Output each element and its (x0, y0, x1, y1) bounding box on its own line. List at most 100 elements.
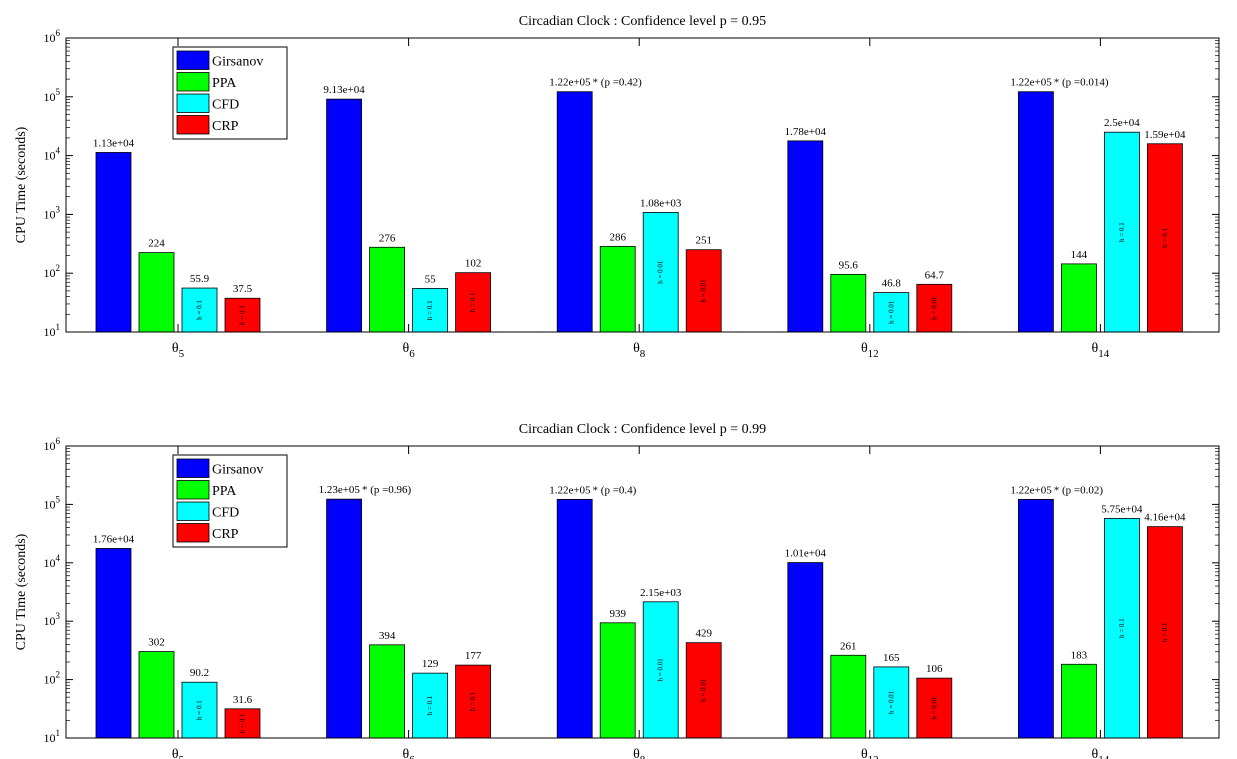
data-label: 224 (148, 238, 165, 250)
data-label: 102 (465, 258, 482, 270)
data-label: 106 (926, 663, 943, 675)
step-size-label: h = 0.01 (657, 658, 665, 682)
data-label: 1.76e+04 (93, 533, 135, 545)
bar (326, 498, 363, 739)
data-annotation: * (p =0.96) (362, 484, 412, 496)
step-size-label: h = 0.1 (426, 300, 434, 320)
step-size-label: h = 0.1 (1118, 222, 1126, 242)
data-label: 2.5e+04 (1104, 117, 1140, 129)
data-label: 9.13e+04 (323, 84, 365, 96)
data-annotation: * (p =0.42) (593, 77, 643, 89)
legend: Girsanov PPA CFD CRP (172, 46, 288, 140)
data-label: 1.59e+04 (1144, 129, 1186, 141)
chart-panel-2: Circadian Clock : Confidence level p = 0… (14, 422, 1220, 759)
bar (830, 273, 867, 333)
y-tick-label: 103 (44, 611, 61, 628)
data-label: 1.23e+05 (319, 484, 361, 496)
data-label: 5.75e+04 (1101, 503, 1143, 515)
data-label: 165 (883, 652, 900, 664)
step-size-label: h = 0.01 (887, 300, 895, 324)
step-size-label: h = 0.1 (469, 691, 477, 711)
bar (685, 249, 722, 333)
bar (599, 622, 636, 739)
x-tick-label: θ6 (402, 341, 415, 360)
y-tick-label: 104 (44, 146, 61, 163)
data-label: 129 (422, 658, 439, 670)
bar (1104, 131, 1140, 333)
legend-swatch (176, 50, 210, 70)
x-tick-label: θ12 (861, 747, 879, 759)
step-size-label: h = 0.01 (657, 260, 665, 284)
data-label: 2.15e+03 (640, 587, 682, 599)
bar (412, 672, 449, 739)
chart-panel-1: Circadian Clock : Confidence level p = 0… (14, 14, 1220, 360)
legend-swatch (176, 72, 210, 92)
data-label: 1.22e+05 (1010, 77, 1052, 89)
data-label: 1.22e+05 (549, 484, 591, 496)
bar (642, 212, 679, 333)
data-label: 177 (465, 650, 482, 662)
plot-frame (65, 445, 1220, 739)
y-axis-label: CPU Time (seconds) (14, 126, 29, 243)
bar (95, 548, 132, 739)
data-label: 1.01e+04 (785, 548, 827, 560)
step-size-label: h = 0.1 (1118, 618, 1126, 638)
y-tick-label: 104 (44, 553, 61, 570)
y-axis-label: CPU Time (seconds) (14, 533, 29, 650)
bar (224, 708, 261, 739)
step-size-label: h = 0.1 (239, 305, 247, 325)
bar (1147, 526, 1183, 739)
data-label: 183 (1071, 649, 1088, 661)
data-label: 1.22e+05 (1010, 484, 1052, 496)
y-tick-label: 106 (44, 28, 61, 45)
data-label: 1.78e+04 (785, 126, 827, 138)
bar (1147, 143, 1183, 333)
legend-swatch (176, 115, 210, 135)
plot-frame (65, 37, 1220, 333)
x-tick-label: θ5 (172, 747, 185, 759)
bar (138, 252, 175, 333)
bar (599, 245, 636, 333)
bar (787, 562, 824, 739)
data-label: 261 (840, 640, 857, 652)
legend-label: Girsanov (212, 55, 263, 70)
legend-swatch (176, 480, 210, 500)
y-tick-label: 103 (44, 204, 61, 221)
data-label: 251 (695, 235, 712, 247)
data-label: 1.08e+03 (640, 197, 682, 209)
x-tick-label: θ8 (633, 341, 646, 360)
step-size-label: h = 0.1 (196, 300, 204, 320)
step-size-label: h = 0.01 (930, 696, 938, 720)
step-size-label: h = 0.01 (887, 690, 895, 714)
data-label: 394 (379, 630, 396, 642)
bar (556, 91, 593, 333)
x-tick-label: θ5 (172, 341, 185, 360)
y-tick-label: 102 (44, 263, 61, 280)
legend-label: CFD (212, 506, 239, 521)
y-tick-label: 101 (44, 728, 61, 745)
bar (1104, 518, 1140, 739)
bar (1018, 91, 1054, 333)
data-label: 286 (609, 231, 626, 243)
step-size-label: h = 0.1 (1161, 622, 1169, 642)
bar (1061, 263, 1097, 333)
step-size-label: h = 0.1 (239, 713, 247, 733)
data-label: 302 (148, 637, 165, 649)
step-size-label: h = 0.1 (469, 292, 477, 312)
y-tick-label: 105 (44, 494, 61, 511)
x-tick-label: θ12 (861, 341, 879, 360)
bar (642, 601, 679, 739)
chart-title: Circadian Clock : Confidence level p = 0… (519, 14, 766, 29)
data-label: 4.16e+04 (1144, 512, 1186, 524)
step-size-label: h = 0.01 (700, 678, 708, 702)
x-tick-label: θ14 (1092, 341, 1110, 360)
bar (455, 664, 492, 739)
bar (873, 292, 910, 333)
data-label: 55.9 (190, 273, 210, 285)
data-label: 64.7 (925, 269, 945, 281)
data-annotation: * (p =0.4) (593, 484, 637, 496)
legend-label: CRP (212, 527, 239, 542)
y-tick-label: 106 (44, 436, 61, 453)
chart-title: Circadian Clock : Confidence level p = 0… (519, 422, 766, 437)
bar (181, 287, 218, 333)
